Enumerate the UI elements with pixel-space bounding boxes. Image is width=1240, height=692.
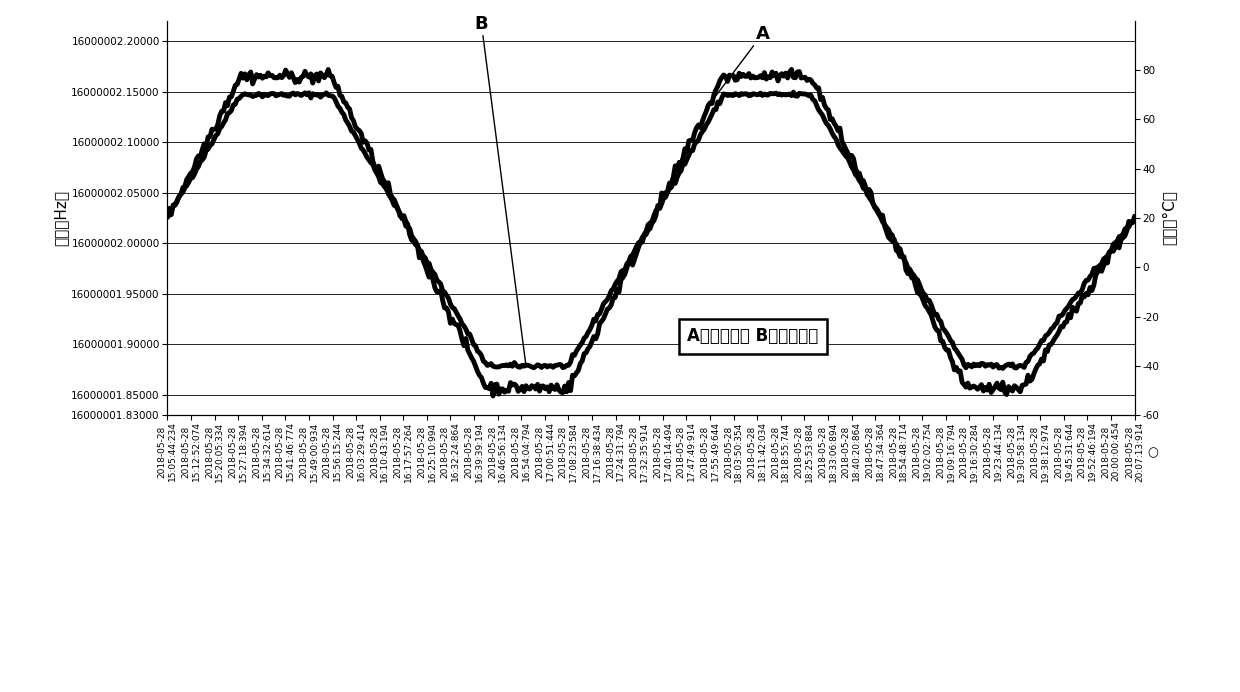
Text: A: A <box>711 25 769 103</box>
Text: ○: ○ <box>1147 446 1158 459</box>
Y-axis label: 温度（°C）: 温度（°C） <box>1162 190 1177 246</box>
Text: B: B <box>475 15 526 366</box>
Text: A：频率曲线 B：温度曲线: A：频率曲线 B：温度曲线 <box>687 327 818 345</box>
Y-axis label: 频率（Hz）: 频率（Hz） <box>53 190 68 246</box>
